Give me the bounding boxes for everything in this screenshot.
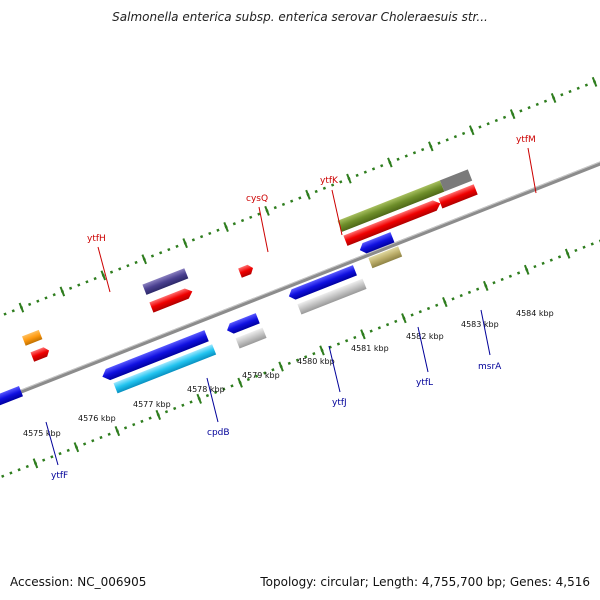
forward-track (0, 63, 600, 345)
track-tick (155, 409, 162, 420)
gene-ytfJ-box[interactable] (225, 313, 267, 351)
track-tick (319, 345, 325, 356)
gene-label-ytfK[interactable]: ytfK (320, 176, 339, 186)
track-tick (114, 426, 121, 437)
axis-tick-label: 4578 kbp (187, 385, 225, 394)
track-tick (182, 238, 188, 249)
genome-info-text: Topology: circular; Length: 4,755,700 bp… (260, 575, 590, 589)
track-tick (387, 157, 393, 168)
track-tick (564, 248, 571, 259)
track-tick (196, 393, 202, 404)
reverse-track (0, 203, 600, 485)
gene-cysQ-box[interactable] (142, 268, 195, 313)
axis-tick-label: 4575 kbp (23, 429, 61, 438)
track-tick (32, 458, 39, 469)
track-tick (100, 270, 107, 281)
axis-tick-label: 4584 kbp (516, 309, 554, 318)
gene-ytfM-leader (527, 147, 537, 194)
track-tick (73, 442, 80, 453)
axis-tick-label: 4582 kbp (406, 332, 444, 341)
gene-ytfH-box[interactable] (22, 329, 51, 362)
gene-label-cysQ[interactable]: cysQ (246, 194, 268, 204)
track-tick (59, 286, 66, 297)
track-tick (305, 189, 311, 200)
accession-text: Accession: NC_006905 (10, 575, 147, 589)
gene-ytfK-leader (331, 189, 343, 236)
gene-label-ytfF[interactable]: ytfF (51, 471, 68, 481)
gene-label-msrA[interactable]: msrA (478, 362, 502, 372)
gene-ytfL-leader (417, 326, 429, 373)
track-tick (523, 264, 530, 275)
track-tick (509, 109, 516, 120)
gene-label-ytfL[interactable]: ytfL (416, 378, 433, 388)
track-tick (428, 141, 434, 152)
chromosome-backbone (0, 135, 600, 418)
gene-label-cpdB[interactable]: cpdB (207, 428, 230, 438)
gene-msrA-leader (480, 309, 491, 356)
track-tick (468, 125, 475, 136)
gene-cpdB-box[interactable] (100, 329, 217, 396)
axis-tick-label: 4576 kbp (78, 414, 116, 423)
gene-ytfF-leader (45, 421, 59, 466)
track-tick (483, 280, 489, 291)
gene-label-ytfJ[interactable]: ytfJ (332, 398, 347, 408)
track-tick (18, 302, 25, 313)
track-tick (550, 92, 557, 104)
axis-tick-label: 4580 kbp (297, 357, 335, 366)
track-tick (401, 313, 407, 324)
gene-ytfF-box[interactable] (0, 385, 28, 434)
gene-cpdB-leader (206, 377, 219, 423)
track-tick (141, 254, 147, 265)
track-tick (237, 377, 243, 388)
axis-tick-label: 4581 kbp (351, 344, 389, 353)
track-tick (591, 76, 598, 87)
track-tick (360, 329, 366, 340)
axis-tick-label: 4577 kbp (133, 400, 171, 409)
gene-msrA-box[interactable] (358, 231, 403, 270)
track-tick (442, 297, 448, 308)
track-tick (346, 173, 352, 184)
track-tick (264, 205, 270, 216)
axis-tick-label: 4579 kbp (242, 371, 280, 380)
gene-label-ytfM[interactable]: ytfM (516, 135, 536, 145)
gene-cysQ-leader (258, 206, 269, 253)
axis-tick-label: 4583 kbp (461, 320, 499, 329)
gene-ytfJ-leader (328, 345, 341, 393)
gene-ytfH-leader (97, 246, 111, 293)
track-tick (223, 221, 229, 233)
forward-track-ticks (18, 76, 598, 313)
reverse-track-ticks (32, 248, 571, 469)
gene-label-ytfH[interactable]: ytfH (87, 234, 106, 244)
gene-ytfM-box[interactable] (337, 169, 478, 246)
track-tick (278, 361, 284, 372)
map-title: Salmonella enterica subsp. enterica sero… (112, 10, 488, 24)
gene-ytfK-box[interactable] (238, 263, 255, 278)
gene-ytfL-box[interactable] (287, 264, 367, 317)
